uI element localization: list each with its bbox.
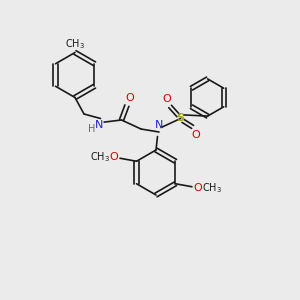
Text: N: N	[95, 120, 103, 130]
Text: CH$_3$: CH$_3$	[202, 181, 222, 195]
Text: O: O	[191, 130, 200, 140]
Text: CH$_3$: CH$_3$	[65, 37, 85, 51]
Text: O: O	[110, 152, 118, 162]
Text: H: H	[88, 124, 96, 134]
Text: S: S	[177, 113, 184, 124]
Text: O: O	[125, 93, 134, 103]
Text: O: O	[194, 183, 202, 193]
Text: N: N	[155, 120, 163, 130]
Text: O: O	[162, 94, 171, 104]
Text: CH$_3$: CH$_3$	[90, 150, 110, 164]
